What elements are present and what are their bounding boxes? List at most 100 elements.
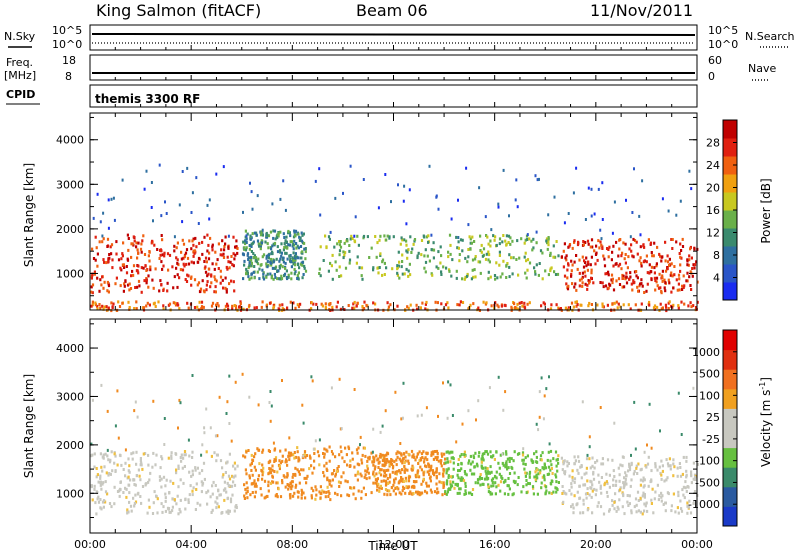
power-cell	[158, 289, 161, 293]
velocity-cell	[680, 507, 683, 511]
velocity-cell	[379, 455, 382, 459]
power-cell	[343, 241, 346, 245]
velocity-cell	[316, 450, 320, 454]
velocity-cell	[288, 458, 291, 462]
velocity-cell	[642, 491, 645, 495]
velocity-cell	[440, 481, 443, 485]
velocity-cell	[487, 485, 490, 489]
power-cell	[271, 266, 274, 270]
power-cell	[250, 261, 253, 265]
power-cell	[289, 240, 292, 244]
power-cell	[298, 266, 301, 270]
velocity-cell	[571, 503, 574, 507]
velocity-cell	[144, 482, 147, 486]
velocity-cell	[584, 492, 588, 496]
velocity-cell	[528, 482, 531, 486]
velocity-cell	[586, 487, 589, 491]
power-cell	[670, 271, 673, 275]
power-cell	[173, 275, 176, 279]
power-cell	[479, 234, 482, 238]
velocity-cell	[525, 471, 528, 475]
power-outlier-cell	[208, 198, 211, 202]
velocity-cell	[624, 471, 627, 475]
power-cell	[231, 304, 234, 308]
velocity-cell	[682, 455, 685, 459]
power-cell	[234, 253, 237, 257]
power-cell	[587, 260, 590, 264]
power-cell	[207, 257, 211, 261]
power-cell	[654, 288, 657, 292]
velocity-outlier-cell	[537, 428, 540, 432]
nave-tick-low: 0	[708, 70, 715, 83]
velocity-cell	[368, 457, 371, 461]
velocity-cell	[554, 486, 557, 490]
velocity-cell	[340, 475, 343, 479]
velocity-cell	[334, 491, 337, 495]
velocity-cell	[147, 453, 150, 457]
power-cell	[549, 269, 552, 273]
power-cell	[672, 303, 675, 307]
velocity-cell	[323, 464, 326, 468]
power-cell	[620, 254, 623, 258]
power-outlier-cell	[457, 198, 459, 202]
power-cell	[587, 279, 590, 282]
velocity-cell	[489, 492, 492, 496]
velocity-outlier-cell	[692, 386, 695, 390]
velocity-cell	[271, 468, 274, 472]
power-cell	[258, 244, 261, 248]
power-cell	[650, 251, 653, 254]
velocity-cell	[191, 473, 194, 477]
velocity-cell	[148, 478, 151, 482]
velocity-cell	[535, 450, 538, 454]
power-cell	[565, 258, 568, 262]
velocity-cell	[100, 465, 103, 469]
power-cell	[222, 286, 225, 290]
power-cell	[148, 259, 151, 263]
power-cell	[601, 302, 604, 306]
velocity-cell	[667, 464, 670, 468]
power-cell	[571, 246, 574, 250]
power-cell	[485, 234, 488, 237]
velocity-cell	[687, 485, 690, 489]
power-cell	[286, 246, 289, 250]
power-cell	[214, 250, 217, 254]
power-cell	[552, 244, 555, 248]
power-cell	[664, 281, 667, 285]
power-cell	[126, 258, 130, 262]
power-outlier-cell	[282, 179, 285, 183]
velocity-cell	[108, 472, 111, 475]
velocity-cell	[226, 496, 229, 500]
velocity-cell	[521, 451, 525, 455]
velocity-cell	[269, 459, 272, 463]
power-cell	[632, 279, 635, 283]
velocity-cell	[221, 475, 224, 479]
power-cell	[259, 247, 262, 251]
power-cell	[493, 274, 497, 277]
power-cell	[611, 302, 614, 306]
power-cell	[211, 245, 214, 249]
power-outlier-cell	[96, 192, 99, 196]
velocity-cell	[234, 474, 237, 478]
velocity-outlier-cell	[270, 404, 273, 408]
power-outlier-cell	[478, 186, 481, 190]
power-cell	[197, 281, 201, 285]
velocity-cell	[536, 468, 539, 472]
power-cell	[304, 257, 307, 261]
power-cell	[163, 251, 166, 255]
velocity-cell	[232, 464, 235, 468]
velocity-cell	[261, 473, 264, 477]
power-cell	[284, 251, 287, 255]
velocity-cell	[654, 462, 657, 466]
power-cell	[243, 259, 246, 263]
power-cell	[537, 273, 540, 277]
power-cell	[123, 282, 126, 286]
power-cell	[379, 252, 382, 256]
power-cell	[244, 229, 247, 233]
velocity-cell	[457, 458, 460, 461]
velocity-cell	[97, 495, 100, 499]
velocity-cell	[146, 511, 149, 515]
velocity-cell	[557, 454, 560, 458]
power-cell	[682, 274, 685, 278]
power-cell	[159, 279, 162, 283]
power-cell	[227, 245, 230, 249]
